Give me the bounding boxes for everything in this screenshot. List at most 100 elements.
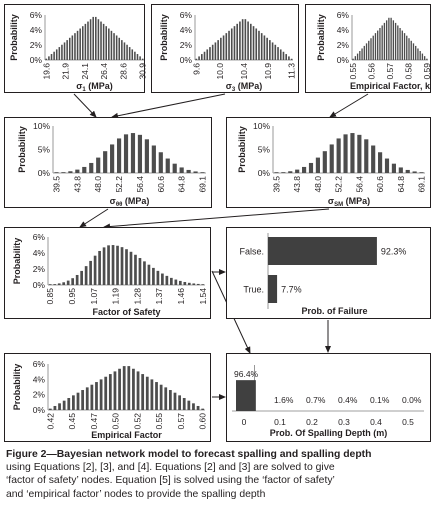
category-label: False.: [239, 247, 264, 257]
bar: [108, 28, 110, 60]
bar: [187, 400, 191, 410]
bar: [288, 56, 290, 60]
bar: [161, 273, 164, 285]
data-label: 0.0%: [402, 395, 422, 405]
bar: [179, 167, 184, 173]
bar: [192, 403, 195, 410]
bar: [84, 266, 88, 285]
panel-fos: 6% 4% 2% 0% Probability 0.85 0.95 1.07 1.19 1.28 1…: [4, 227, 211, 319]
bar: [58, 403, 61, 410]
bar: [128, 47, 131, 60]
bar: [193, 171, 198, 173]
x-tick-label: 52.2: [114, 176, 124, 193]
x-tick-label: 64.8: [396, 176, 406, 193]
y-tick-label: 0%: [258, 168, 271, 178]
y-tick-label: 2%: [33, 390, 46, 400]
bar: [361, 48, 363, 60]
bar: [127, 366, 131, 410]
x-tick-label: 48.0: [93, 176, 103, 193]
bar: [138, 258, 142, 285]
bar: [110, 144, 115, 173]
bar: [412, 171, 417, 173]
x-tick-label: 0.45: [67, 413, 77, 430]
bar: [183, 281, 187, 285]
bar: [356, 53, 359, 60]
bar: [178, 280, 182, 285]
bar: [174, 279, 178, 285]
bar: [115, 35, 118, 60]
bar: [233, 26, 236, 60]
bar: [122, 366, 126, 410]
bar: [247, 21, 249, 60]
bar: [236, 23, 239, 60]
x-tick-label: 0.42: [45, 413, 55, 430]
x-tick-label: 1.46: [176, 288, 186, 305]
bar: [415, 45, 417, 60]
bar: [274, 172, 279, 173]
x-tick-label: 30.9: [138, 63, 148, 80]
x-tick-label: 39.5: [51, 176, 61, 193]
x-tick-label: 10.0: [215, 63, 225, 80]
bar: [81, 390, 85, 410]
x-axis-label: Factor of Safety: [92, 307, 160, 317]
bar: [165, 275, 169, 285]
bar: [123, 42, 126, 60]
bar: [102, 23, 105, 60]
data-label: 96.4%: [234, 369, 259, 379]
bar: [95, 382, 98, 410]
x-tick-label: 69.1: [417, 176, 427, 193]
bar: [336, 138, 341, 173]
bar: [285, 54, 288, 60]
y-tick-label: 4%: [30, 25, 43, 35]
panel-sigma3: 6% 4% 2% 0% Probability 9.6 10.0 10.4 10.9 11.3 σ3…: [151, 4, 299, 93]
bar: [48, 284, 52, 285]
bar: [45, 58, 48, 60]
y-tick-label: 6%: [337, 10, 350, 20]
bar: [378, 152, 383, 173]
bar: [295, 169, 300, 173]
bar: [87, 21, 89, 60]
panel-empfactor: 6% 4% 2% 0% Probability 0.42 0.45 0.47 0.50 0.52 0…: [4, 353, 211, 442]
bar: [134, 51, 136, 60]
y-axis-label: Probability: [17, 126, 27, 173]
bar: [225, 33, 228, 60]
y-tick-label: 6%: [180, 10, 193, 20]
bar: [173, 392, 177, 410]
bar: [68, 37, 71, 60]
bar: [198, 56, 200, 60]
bar: [354, 56, 357, 60]
y-axis-label: Probability: [159, 14, 169, 61]
bar: [211, 44, 214, 60]
bar: [85, 387, 89, 410]
bar: [241, 19, 244, 60]
bar: [79, 28, 81, 60]
bar: [363, 45, 365, 60]
bar: [131, 49, 134, 60]
bar: [156, 270, 160, 285]
bar: [116, 245, 119, 285]
bar: [315, 157, 320, 173]
y-axis-label: Probability: [9, 14, 19, 61]
bar: [258, 30, 260, 60]
bar: [410, 40, 412, 60]
bar: [192, 283, 196, 285]
bar: [129, 251, 133, 285]
bar: [329, 144, 334, 173]
bar: [187, 282, 191, 285]
bar: [136, 371, 140, 410]
y-axis-label: Probability: [237, 126, 247, 173]
arrow: [103, 208, 330, 230]
arrow: [79, 208, 109, 228]
bar: [196, 405, 200, 410]
bar: [196, 283, 200, 285]
y-axis-label: Probability: [12, 238, 22, 285]
bar: [74, 33, 76, 60]
y-tick-label: 2%: [337, 40, 350, 50]
bar: [116, 138, 122, 173]
bar: [100, 21, 102, 60]
x-tick-label: 48.0: [313, 176, 323, 193]
bar: [143, 261, 146, 285]
bar: [121, 40, 123, 60]
bar: [151, 145, 156, 173]
x-tick-label: 43.8: [72, 176, 82, 193]
